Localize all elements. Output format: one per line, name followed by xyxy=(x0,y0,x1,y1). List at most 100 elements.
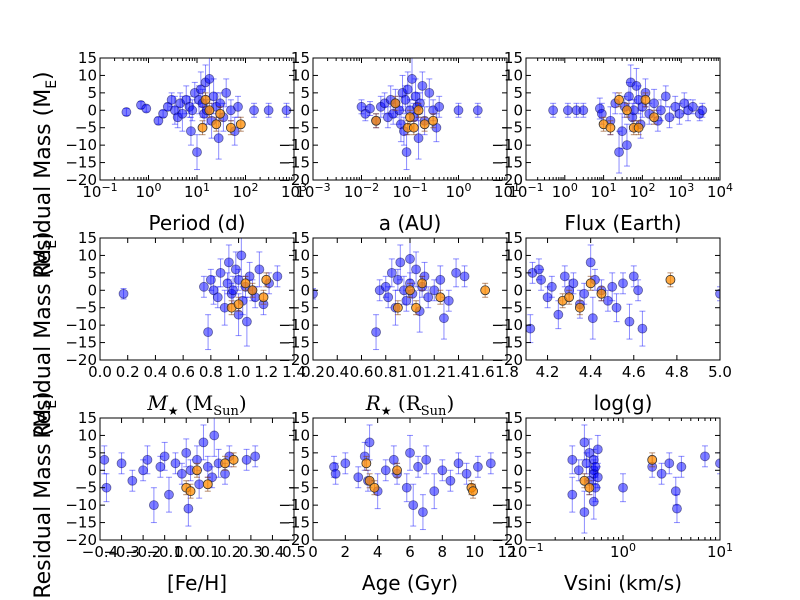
data-point xyxy=(392,465,402,476)
y-tick-label: −5 xyxy=(288,299,310,317)
data-point xyxy=(405,447,415,458)
y-tick-label: −15 xyxy=(65,334,97,352)
data-point xyxy=(118,288,129,299)
y-tick-label: −15 xyxy=(278,514,310,532)
x-tick-label: 2 xyxy=(341,543,351,561)
y-tick-label: −10 xyxy=(491,136,523,154)
x-tick-label: −0.3 xyxy=(103,543,139,561)
data-points xyxy=(118,238,283,351)
data-point xyxy=(186,126,196,137)
y-tick-label: −5 xyxy=(75,299,97,317)
y-tick-label: 5 xyxy=(87,84,97,102)
data-point xyxy=(192,465,202,476)
data-point xyxy=(181,447,192,458)
data-point xyxy=(649,112,659,123)
y-tick-label: 0 xyxy=(513,281,523,299)
x-tick-label: 4.4 xyxy=(579,363,603,381)
data-point xyxy=(546,281,557,292)
data-point xyxy=(413,133,424,144)
data-point xyxy=(240,278,251,289)
y-tick-label: −15 xyxy=(491,154,523,172)
y-tick-label: −10 xyxy=(278,136,310,154)
data-point xyxy=(340,458,351,469)
x-tick-label: 10−1 xyxy=(508,541,543,561)
y-tick-label: 0 xyxy=(87,101,97,119)
data-point xyxy=(400,94,411,105)
axes-frame xyxy=(99,237,295,361)
data-point xyxy=(435,292,446,303)
data-point xyxy=(221,87,232,98)
data-point xyxy=(198,437,209,448)
data-point xyxy=(380,281,391,292)
data-point xyxy=(215,108,226,119)
data-point xyxy=(418,507,428,518)
data-point xyxy=(392,302,403,313)
data-point xyxy=(665,274,676,285)
data-point xyxy=(618,278,628,289)
data-point xyxy=(202,461,213,472)
y-tick-label: −15 xyxy=(65,514,97,532)
data-point xyxy=(177,108,188,119)
x-axis-label: [Fe/H] xyxy=(167,571,227,595)
data-point xyxy=(428,115,439,126)
data-point xyxy=(670,101,681,112)
data-point xyxy=(559,271,570,282)
y-tick-label: 10 xyxy=(291,66,310,84)
data-point xyxy=(687,101,698,112)
data-point xyxy=(249,105,259,116)
x-axis-label: log(g) xyxy=(594,391,653,415)
data-point xyxy=(213,133,224,144)
data-point xyxy=(142,454,153,465)
x-tick-label: 0.0 xyxy=(174,543,198,561)
data-point xyxy=(204,74,215,84)
x-axis-label: Age (Gyr) xyxy=(362,571,458,595)
data-point xyxy=(592,444,603,455)
data-point xyxy=(417,80,428,91)
data-point xyxy=(159,451,170,462)
data-point xyxy=(573,465,584,476)
data-point xyxy=(401,295,412,306)
data-point xyxy=(676,461,687,472)
data-point xyxy=(614,94,624,105)
data-point xyxy=(138,465,149,476)
data-point xyxy=(461,468,472,479)
data-point xyxy=(236,250,247,261)
data-point xyxy=(453,458,464,469)
data-point xyxy=(411,264,421,275)
y-tick-label: 0 xyxy=(300,281,310,299)
data-point xyxy=(233,101,243,112)
data-point xyxy=(664,458,675,469)
data-point xyxy=(451,267,461,278)
data-point xyxy=(215,267,226,278)
y-tick-label: −10 xyxy=(278,316,310,334)
data-point xyxy=(401,482,412,493)
data-point xyxy=(534,264,544,275)
x-tick-label: 4.8 xyxy=(665,363,689,381)
y-tick-label: −10 xyxy=(65,136,97,154)
data-point xyxy=(247,285,258,296)
y-tick-label: −20 xyxy=(278,171,310,189)
data-point xyxy=(631,80,642,91)
data-point xyxy=(633,285,643,296)
x-tick-label: 1.8 xyxy=(495,363,519,381)
y-tick-label: −15 xyxy=(278,154,310,172)
y-tick-label: −20 xyxy=(278,351,310,369)
y-tick-label: 0 xyxy=(87,461,97,479)
data-point xyxy=(618,482,628,493)
data-point xyxy=(148,500,159,511)
data-point xyxy=(664,112,675,123)
data-point xyxy=(585,257,596,268)
x-tick-label: 0.4 xyxy=(143,363,167,381)
data-point xyxy=(116,458,127,469)
data-point xyxy=(197,122,208,133)
data-point xyxy=(330,468,341,479)
ylabel-sub: E xyxy=(44,400,60,409)
data-point xyxy=(660,91,671,102)
data-point xyxy=(230,264,241,275)
data-point xyxy=(164,489,174,500)
x-tick-label: 10 xyxy=(465,543,484,561)
y-tick-label: 15 xyxy=(504,409,523,427)
